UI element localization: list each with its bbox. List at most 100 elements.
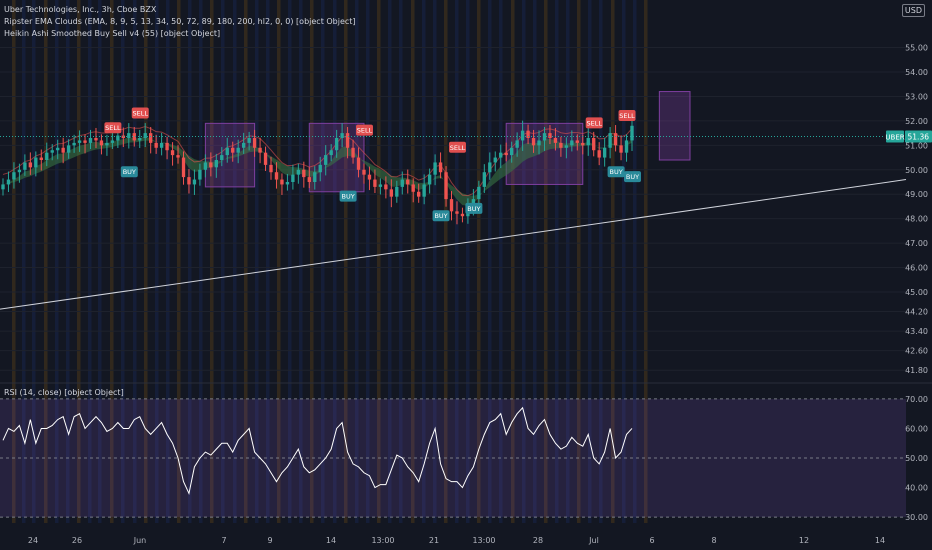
sell-signal[interactable]: SELL	[585, 117, 603, 129]
candle-body[interactable]	[324, 155, 328, 165]
candle-body[interactable]	[482, 172, 487, 187]
candle-body[interactable]	[99, 140, 104, 146]
candle-body[interactable]	[225, 147, 229, 156]
candle-body[interactable]	[411, 184, 415, 192]
buy-signal[interactable]: BUY	[120, 166, 138, 178]
candle-body[interactable]	[241, 142, 246, 148]
candle-body[interactable]	[559, 142, 563, 148]
candle-body[interactable]	[138, 138, 142, 141]
candle-body[interactable]	[449, 199, 454, 212]
candle-body[interactable]	[154, 142, 158, 148]
candle-body[interactable]	[105, 142, 109, 146]
candle-body[interactable]	[400, 179, 404, 187]
indicator-heikin-ashi[interactable]: Heikin Ashi Smoothed Buy Sell v4 (55) [o…	[4, 29, 221, 38]
candle-body[interactable]	[143, 133, 147, 138]
buy-signal[interactable]: BUY	[465, 202, 483, 214]
candle-body[interactable]	[581, 142, 585, 146]
candle-body[interactable]	[280, 179, 284, 185]
candle-body[interactable]	[509, 147, 514, 156]
candle-body[interactable]	[406, 179, 410, 185]
candle-body[interactable]	[66, 145, 71, 153]
candle-body[interactable]	[619, 145, 623, 153]
buy-signal[interactable]: BUY	[339, 190, 357, 202]
candle-body[interactable]	[499, 152, 503, 158]
candle-body[interactable]	[159, 142, 164, 148]
candle-body[interactable]	[389, 189, 394, 197]
candle-body[interactable]	[12, 172, 16, 180]
candle-body[interactable]	[608, 133, 612, 148]
candle-body[interactable]	[88, 138, 93, 143]
candle-body[interactable]	[285, 182, 290, 185]
candle-body[interactable]	[192, 179, 197, 185]
candle-body[interactable]	[384, 184, 388, 190]
candle-body[interactable]	[94, 138, 98, 141]
candle-body[interactable]	[624, 140, 629, 153]
rsi-legend[interactable]: RSI (14, close) [object Object]	[4, 388, 124, 397]
candle-body[interactable]	[455, 211, 459, 214]
candle-body[interactable]	[23, 162, 27, 170]
candle-body[interactable]	[613, 133, 618, 146]
candle-body[interactable]	[220, 155, 224, 160]
candle-body[interactable]	[50, 150, 54, 153]
candle-body[interactable]	[438, 162, 443, 173]
sell-signal[interactable]: SELL	[355, 124, 373, 136]
candle-body[interactable]	[597, 150, 601, 158]
candle-body[interactable]	[274, 172, 279, 180]
candle-body[interactable]	[570, 140, 574, 146]
candle-body[interactable]	[334, 138, 339, 151]
candle-body[interactable]	[148, 133, 153, 143]
candle-body[interactable]	[340, 133, 344, 138]
candle-body[interactable]	[313, 172, 317, 182]
candle-body[interactable]	[307, 177, 311, 182]
trendline[interactable]	[0, 179, 907, 310]
candle-body[interactable]	[291, 174, 295, 182]
candle-body[interactable]	[493, 157, 497, 163]
candle-body[interactable]	[39, 157, 43, 160]
candle-body[interactable]	[537, 140, 541, 146]
candle-body[interactable]	[77, 140, 82, 143]
candle-body[interactable]	[110, 140, 115, 143]
indicator-ema-clouds[interactable]: Ripster EMA Clouds (EMA, 8, 9, 5, 13, 34…	[4, 17, 356, 26]
candle-body[interactable]	[198, 169, 202, 180]
buy-signal[interactable]: BUY	[607, 166, 625, 178]
candle-body[interactable]	[209, 162, 213, 168]
candle-body[interactable]	[247, 138, 251, 143]
candle-body[interactable]	[460, 213, 465, 217]
candle-body[interactable]	[214, 160, 218, 168]
candle-body[interactable]	[602, 147, 607, 158]
candle-body[interactable]	[630, 125, 634, 141]
candle-body[interactable]	[515, 140, 519, 148]
range-box[interactable]	[204, 122, 256, 188]
candle-body[interactable]	[488, 162, 492, 173]
candle-body[interactable]	[252, 138, 257, 148]
candle-body[interactable]	[417, 191, 421, 197]
candle-body[interactable]	[531, 138, 536, 146]
candle-body[interactable]	[165, 142, 169, 151]
candle-body[interactable]	[356, 157, 361, 170]
candle-body[interactable]	[471, 199, 476, 207]
candle-body[interactable]	[575, 140, 579, 143]
candle-body[interactable]	[553, 138, 558, 143]
candle-body[interactable]	[231, 147, 235, 153]
sell-signal[interactable]: SELL	[104, 122, 122, 134]
candle-body[interactable]	[236, 147, 240, 153]
candle-body[interactable]	[263, 152, 268, 165]
candle-body[interactable]	[422, 184, 426, 197]
candle-body[interactable]	[1, 184, 5, 190]
candle-body[interactable]	[433, 162, 437, 175]
candle-body[interactable]	[258, 147, 262, 153]
candle-body[interactable]	[296, 169, 301, 175]
candle-body[interactable]	[318, 164, 322, 173]
candle-body[interactable]	[526, 130, 530, 138]
candle-body[interactable]	[28, 162, 33, 168]
candle-body[interactable]	[45, 152, 49, 160]
candle-body[interactable]	[34, 157, 38, 168]
candle-body[interactable]	[504, 152, 508, 156]
candle-body[interactable]	[56, 147, 60, 151]
candle-body[interactable]	[302, 169, 306, 178]
candle-body[interactable]	[83, 140, 87, 143]
sell-signal[interactable]: SELL	[131, 107, 149, 119]
candle-body[interactable]	[362, 169, 366, 175]
candle-body[interactable]	[592, 138, 596, 151]
